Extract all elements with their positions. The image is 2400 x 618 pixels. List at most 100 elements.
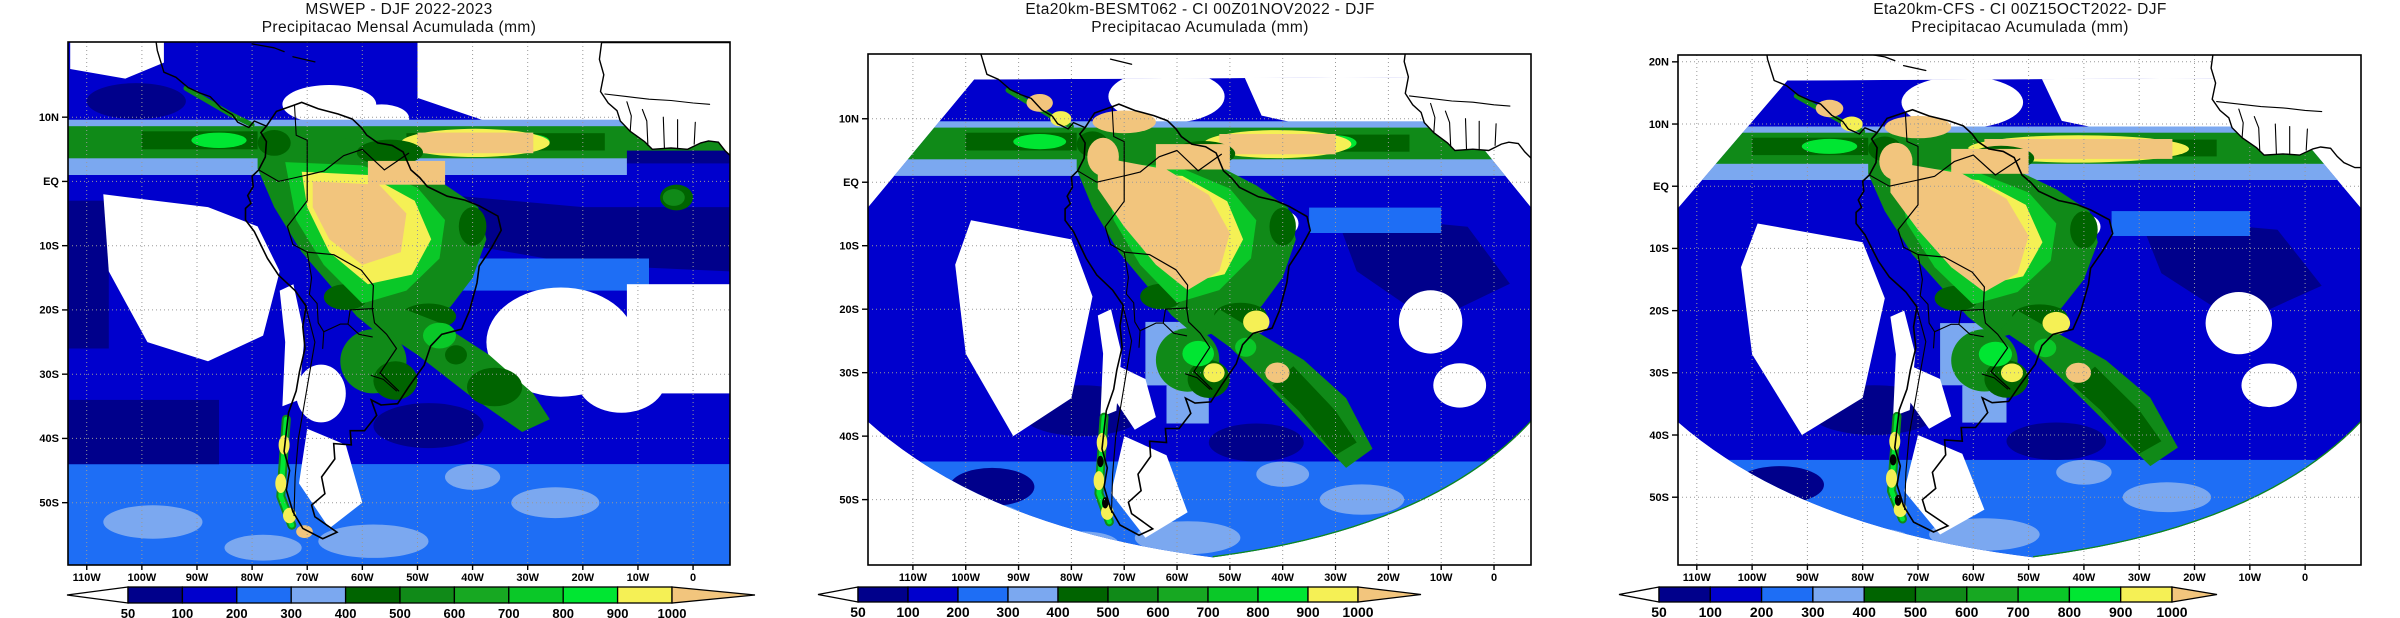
lon-tick-label: 90W — [1007, 572, 1030, 584]
colorbar-tick-label: 300 — [280, 606, 302, 618]
colorbar-below-min-arrow — [817, 586, 859, 603]
south-america-coastline — [244, 101, 503, 540]
lon-tick-label: 90W — [186, 572, 209, 584]
lon-tick-label: 10W — [1430, 572, 1453, 584]
colorbar-tick-label: 50 — [850, 604, 866, 618]
colorbar-cell — [453, 586, 510, 604]
lon-tick-label: 10W — [2238, 572, 2261, 584]
lon-tick-label: 100W — [1738, 572, 1767, 584]
lon-tick-label: 90W — [1796, 572, 1819, 584]
colorbar-below-min-arrow — [1618, 586, 1660, 603]
colorbar-tick-label: 700 — [1196, 604, 1220, 618]
panel-mswep: MSWEP - DJF 2022-2023 Precipitacao Mensa… — [0, 0, 800, 618]
coastlines — [155, 42, 730, 540]
colorbar-above-max-arrow — [671, 586, 756, 604]
lon-tick-label: 80W — [1060, 572, 1083, 584]
colorbar-cell — [1307, 586, 1359, 603]
colorbar-cell — [1812, 586, 1865, 603]
lat-tick-label: EQ — [43, 176, 59, 188]
lat-tick-label: 10N — [839, 114, 859, 126]
africa-coastline — [2210, 55, 2361, 169]
colorbar: 50 100 200 300 400 500 600 700 800 900 1000 — [1618, 586, 2218, 618]
lon-tick-label: 0 — [690, 572, 696, 584]
lon-tick-label: 50W — [2017, 572, 2040, 584]
colorbar-tick-label: 600 — [444, 606, 466, 618]
lon-tick-label: 80W — [1851, 572, 1874, 584]
colorbar-tick-label: 50 — [121, 606, 135, 618]
panel-mswep-subtitle: Precipitacao Mensal Acumulada (mm) — [261, 19, 537, 36]
colorbar-tick-label: 1000 — [2156, 604, 2187, 618]
colorbar-cell — [957, 586, 1009, 603]
africa-coastline — [1403, 54, 1531, 159]
colorbar-cell — [1914, 586, 1968, 603]
lat-tick-label: 10S — [839, 241, 859, 253]
colorbar-tick-label: 400 — [1046, 604, 1070, 618]
colorbar-cell — [2120, 586, 2173, 603]
map-frame — [67, 41, 731, 566]
lat-tick-label: 40S — [39, 433, 59, 445]
lat-tick-label: 40S — [839, 431, 859, 443]
precip-field — [68, 42, 730, 565]
lon-tick-label: 30W — [2128, 572, 2151, 584]
colorbar-cell — [1966, 586, 2019, 603]
colorbar-tick-label: 700 — [498, 606, 520, 618]
gridlines — [868, 54, 1531, 565]
colorbar-tick-label: 50 — [1651, 604, 1667, 618]
lat-tick-label: 10N — [1649, 119, 1669, 131]
lon-tick-label: 40W — [461, 572, 484, 584]
map-eta-besmt062: 10N EQ 10S 20S 30S 40S 50S 110W 100W 90W 80W 70W 60W… — [817, 53, 1532, 618]
colorbar-tick-label: 100 — [172, 606, 194, 618]
colorbar-above-max-arrow — [1357, 586, 1422, 603]
colorbar-cell — [1057, 586, 1109, 603]
colorbar-cell — [127, 586, 184, 604]
colorbar-cell — [181, 586, 238, 604]
lat-tick-label: 40S — [1649, 430, 1669, 442]
colorbar-tick-label: 200 — [1750, 604, 1774, 618]
colorbar-cell — [857, 586, 909, 603]
panel-mswep-title: MSWEP - DJF 2022-2023 — [305, 1, 493, 18]
lon-tick-label: 80W — [241, 572, 264, 584]
colorbar-cell — [2068, 586, 2122, 603]
colorbar-tick-label: 600 — [1146, 604, 1170, 618]
lat-tick-label: 10S — [39, 241, 59, 253]
lat-tick-label: 10N — [39, 112, 59, 124]
lon-tick-label: 110W — [1683, 572, 1712, 584]
colorbar-cell — [1658, 586, 1711, 603]
colorbar-cell — [1157, 586, 1209, 603]
central-america-coastline — [155, 42, 268, 129]
lat-tick-label: 30S — [39, 369, 59, 381]
axes: 10N EQ 10S 20S 30S 40S 50S 110W 100W 90W 80W 70W 60W… — [39, 41, 731, 584]
colorbar-cell — [907, 586, 959, 603]
colorbar-cell — [616, 586, 673, 604]
colorbar-cell — [1207, 586, 1259, 603]
colorbar-tick-label: 800 — [2058, 604, 2082, 618]
lon-tick-label: 20W — [1377, 572, 1400, 584]
lat-tick-label: EQ — [1653, 181, 1669, 193]
colorbar-tick-label: 300 — [996, 604, 1020, 618]
axes: 10N EQ 10S 20S 30S 40S 50S 110W 100W 90W 80W 70W 60W… — [839, 53, 1532, 584]
colorbar-tick-label: 900 — [2109, 604, 2133, 618]
lat-tick-label: 10S — [1649, 243, 1669, 255]
colorbar-below-min-arrow — [66, 586, 129, 604]
colorbar: 50 100 200 300 400 500 600 700 800 900 1000 — [66, 586, 756, 618]
colorbar-cell — [2017, 586, 2071, 603]
coastlines — [980, 54, 1531, 537]
lat-tick-label: 20S — [839, 304, 859, 316]
colorbar-tick-label: 100 — [896, 604, 920, 618]
lat-tick-label: 20S — [1649, 305, 1669, 317]
lon-tick-label: 10W — [627, 572, 650, 584]
lon-tick-label: 30W — [516, 572, 539, 584]
colorbar-tick-label: 300 — [1801, 604, 1825, 618]
lon-tick-label: 110W — [73, 572, 102, 584]
colorbar-cell — [508, 586, 564, 604]
colorbar-tick-label: 100 — [1699, 604, 1723, 618]
lon-tick-label: 20W — [571, 572, 594, 584]
lon-tick-label: 60W — [1962, 572, 1985, 584]
lon-tick-label: 40W — [2073, 572, 2096, 584]
colorbar-tick-label: 800 — [552, 606, 574, 618]
lat-tick-label: 30S — [839, 368, 859, 380]
central-america-coastline — [980, 54, 1086, 130]
lon-tick-label: 0 — [1491, 572, 1497, 584]
lat-tick-label: 30S — [1649, 368, 1669, 380]
